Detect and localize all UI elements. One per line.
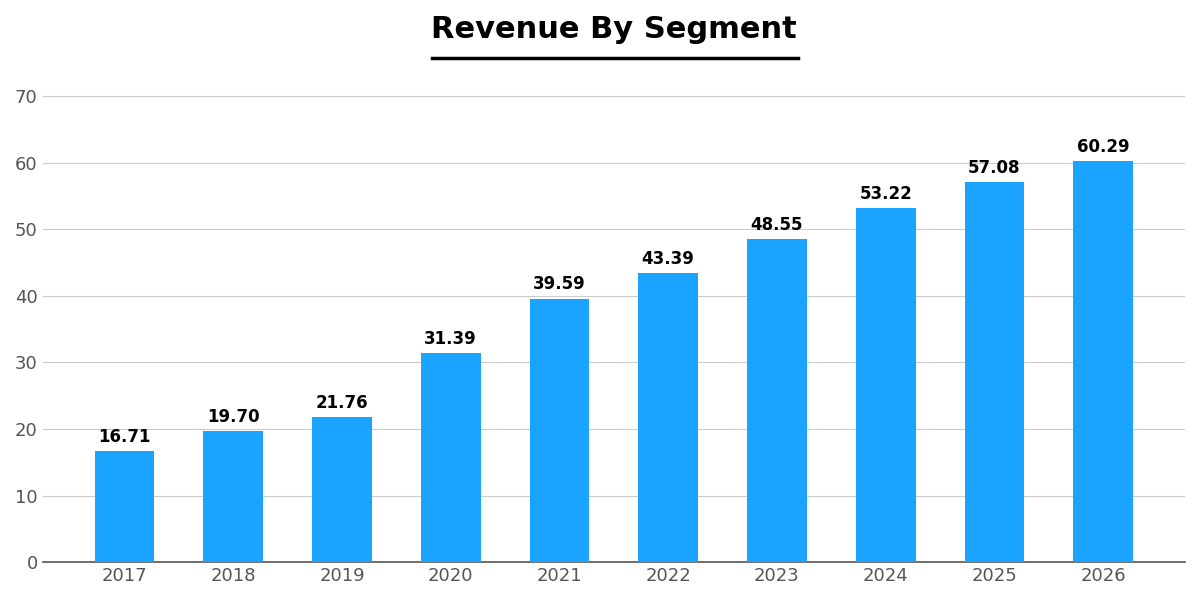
Text: 60.29: 60.29 xyxy=(1076,137,1129,155)
Bar xyxy=(203,431,263,562)
Text: 57.08: 57.08 xyxy=(968,159,1021,177)
Bar xyxy=(529,299,589,562)
Text: 21.76: 21.76 xyxy=(316,394,368,412)
Text: 19.70: 19.70 xyxy=(206,408,259,426)
Bar xyxy=(748,239,806,562)
Bar xyxy=(638,274,698,562)
Text: 16.71: 16.71 xyxy=(98,428,151,446)
Text: 53.22: 53.22 xyxy=(859,185,912,203)
Bar xyxy=(1073,161,1133,562)
Title: Revenue By Segment: Revenue By Segment xyxy=(431,15,797,44)
Text: 31.39: 31.39 xyxy=(425,330,478,348)
Bar xyxy=(965,182,1025,562)
Text: 43.39: 43.39 xyxy=(642,250,695,268)
Bar xyxy=(421,353,480,562)
Text: 48.55: 48.55 xyxy=(751,216,803,234)
Bar xyxy=(312,418,372,562)
Bar xyxy=(95,451,155,562)
Text: 39.59: 39.59 xyxy=(533,275,586,293)
Bar xyxy=(856,208,916,562)
